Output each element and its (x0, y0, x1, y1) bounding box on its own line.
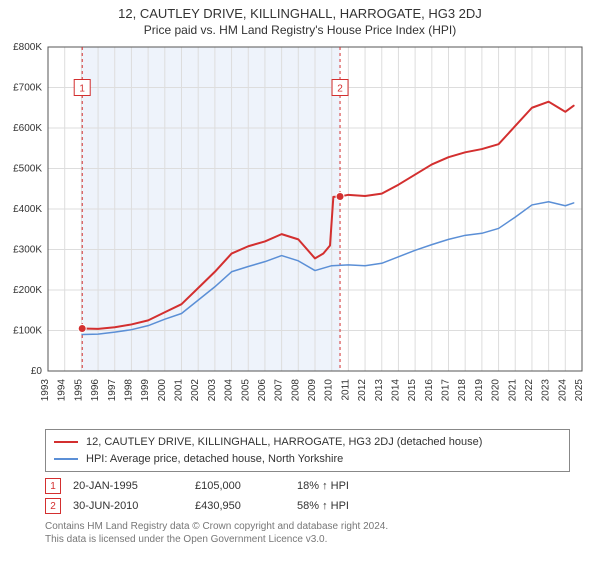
svg-text:£200K: £200K (13, 285, 42, 296)
sale-price: £105,000 (195, 480, 285, 492)
sales-table: 1 20-JAN-1995 £105,000 18% ↑ HPI 2 30-JU… (45, 476, 570, 516)
sale-date: 20-JAN-1995 (73, 480, 183, 492)
table-row: 2 30-JUN-2010 £430,950 58% ↑ HPI (45, 496, 570, 516)
svg-text:2002: 2002 (190, 379, 201, 402)
legend-swatch (54, 458, 78, 460)
sale-badge: 1 (45, 478, 61, 494)
svg-text:1995: 1995 (73, 379, 84, 402)
svg-text:£300K: £300K (13, 245, 42, 256)
page-title: 12, CAUTLEY DRIVE, KILLINGHALL, HARROGAT… (0, 6, 600, 21)
svg-text:1: 1 (79, 84, 85, 95)
svg-text:1997: 1997 (107, 379, 118, 402)
svg-text:£800K: £800K (13, 42, 42, 53)
svg-text:£600K: £600K (13, 123, 42, 134)
price-chart: £0 £100K £200K £300K £400K £500K £600K £700K £80… (0, 41, 600, 421)
legend-item-price-paid: 12, CAUTLEY DRIVE, KILLINGHALL, HARROGAT… (54, 434, 561, 451)
svg-text:2011: 2011 (340, 379, 351, 401)
sale-date: 30-JUN-2010 (73, 500, 183, 512)
svg-text:2023: 2023 (541, 379, 552, 402)
svg-text:2008: 2008 (290, 379, 301, 402)
legend-label: HPI: Average price, detached house, Nort… (86, 451, 343, 468)
page-subtitle: Price paid vs. HM Land Registry's House … (0, 23, 600, 37)
svg-text:2007: 2007 (274, 379, 285, 402)
svg-text:2015: 2015 (407, 379, 418, 402)
svg-text:2024: 2024 (557, 379, 568, 402)
svg-text:2005: 2005 (240, 379, 251, 402)
svg-text:2004: 2004 (224, 379, 235, 402)
svg-text:1999: 1999 (140, 379, 151, 402)
svg-text:2010: 2010 (324, 379, 335, 402)
sale-badge: 2 (45, 498, 61, 514)
svg-text:2014: 2014 (390, 379, 401, 402)
footer-attribution: Contains HM Land Registry data © Crown c… (45, 520, 570, 546)
svg-text:£500K: £500K (13, 164, 42, 175)
svg-text:2012: 2012 (357, 379, 368, 402)
svg-text:2016: 2016 (424, 379, 435, 402)
footer-line: This data is licensed under the Open Gov… (45, 533, 570, 546)
footer-line: Contains HM Land Registry data © Crown c… (45, 520, 570, 533)
svg-text:2022: 2022 (524, 379, 535, 402)
svg-text:£400K: £400K (13, 204, 42, 215)
svg-text:2021: 2021 (507, 379, 518, 402)
svg-text:2: 2 (337, 84, 343, 95)
svg-text:2009: 2009 (307, 379, 318, 402)
svg-text:1994: 1994 (57, 379, 68, 402)
legend-item-hpi: HPI: Average price, detached house, Nort… (54, 451, 561, 468)
sale-hpi: 58% ↑ HPI (297, 500, 377, 512)
svg-text:2013: 2013 (374, 379, 385, 402)
svg-text:2018: 2018 (457, 379, 468, 402)
svg-text:2020: 2020 (491, 379, 502, 402)
sale-hpi: 18% ↑ HPI (297, 480, 377, 492)
legend-label: 12, CAUTLEY DRIVE, KILLINGHALL, HARROGAT… (86, 434, 482, 451)
svg-text:1993: 1993 (40, 379, 51, 402)
sale-price: £430,950 (195, 500, 285, 512)
chart-legend: 12, CAUTLEY DRIVE, KILLINGHALL, HARROGAT… (45, 429, 570, 472)
svg-text:£0: £0 (31, 366, 43, 377)
svg-text:2000: 2000 (157, 379, 168, 402)
svg-text:2019: 2019 (474, 379, 485, 402)
svg-text:£100K: £100K (13, 326, 42, 337)
svg-text:2001: 2001 (174, 379, 185, 402)
svg-text:1996: 1996 (90, 379, 101, 402)
table-row: 1 20-JAN-1995 £105,000 18% ↑ HPI (45, 476, 570, 496)
svg-text:1998: 1998 (123, 379, 134, 402)
svg-text:2003: 2003 (207, 379, 218, 402)
svg-text:2025: 2025 (574, 379, 585, 402)
svg-text:£700K: £700K (13, 83, 42, 94)
svg-text:2017: 2017 (441, 379, 452, 402)
svg-text:2006: 2006 (257, 379, 268, 402)
legend-swatch (54, 441, 78, 443)
